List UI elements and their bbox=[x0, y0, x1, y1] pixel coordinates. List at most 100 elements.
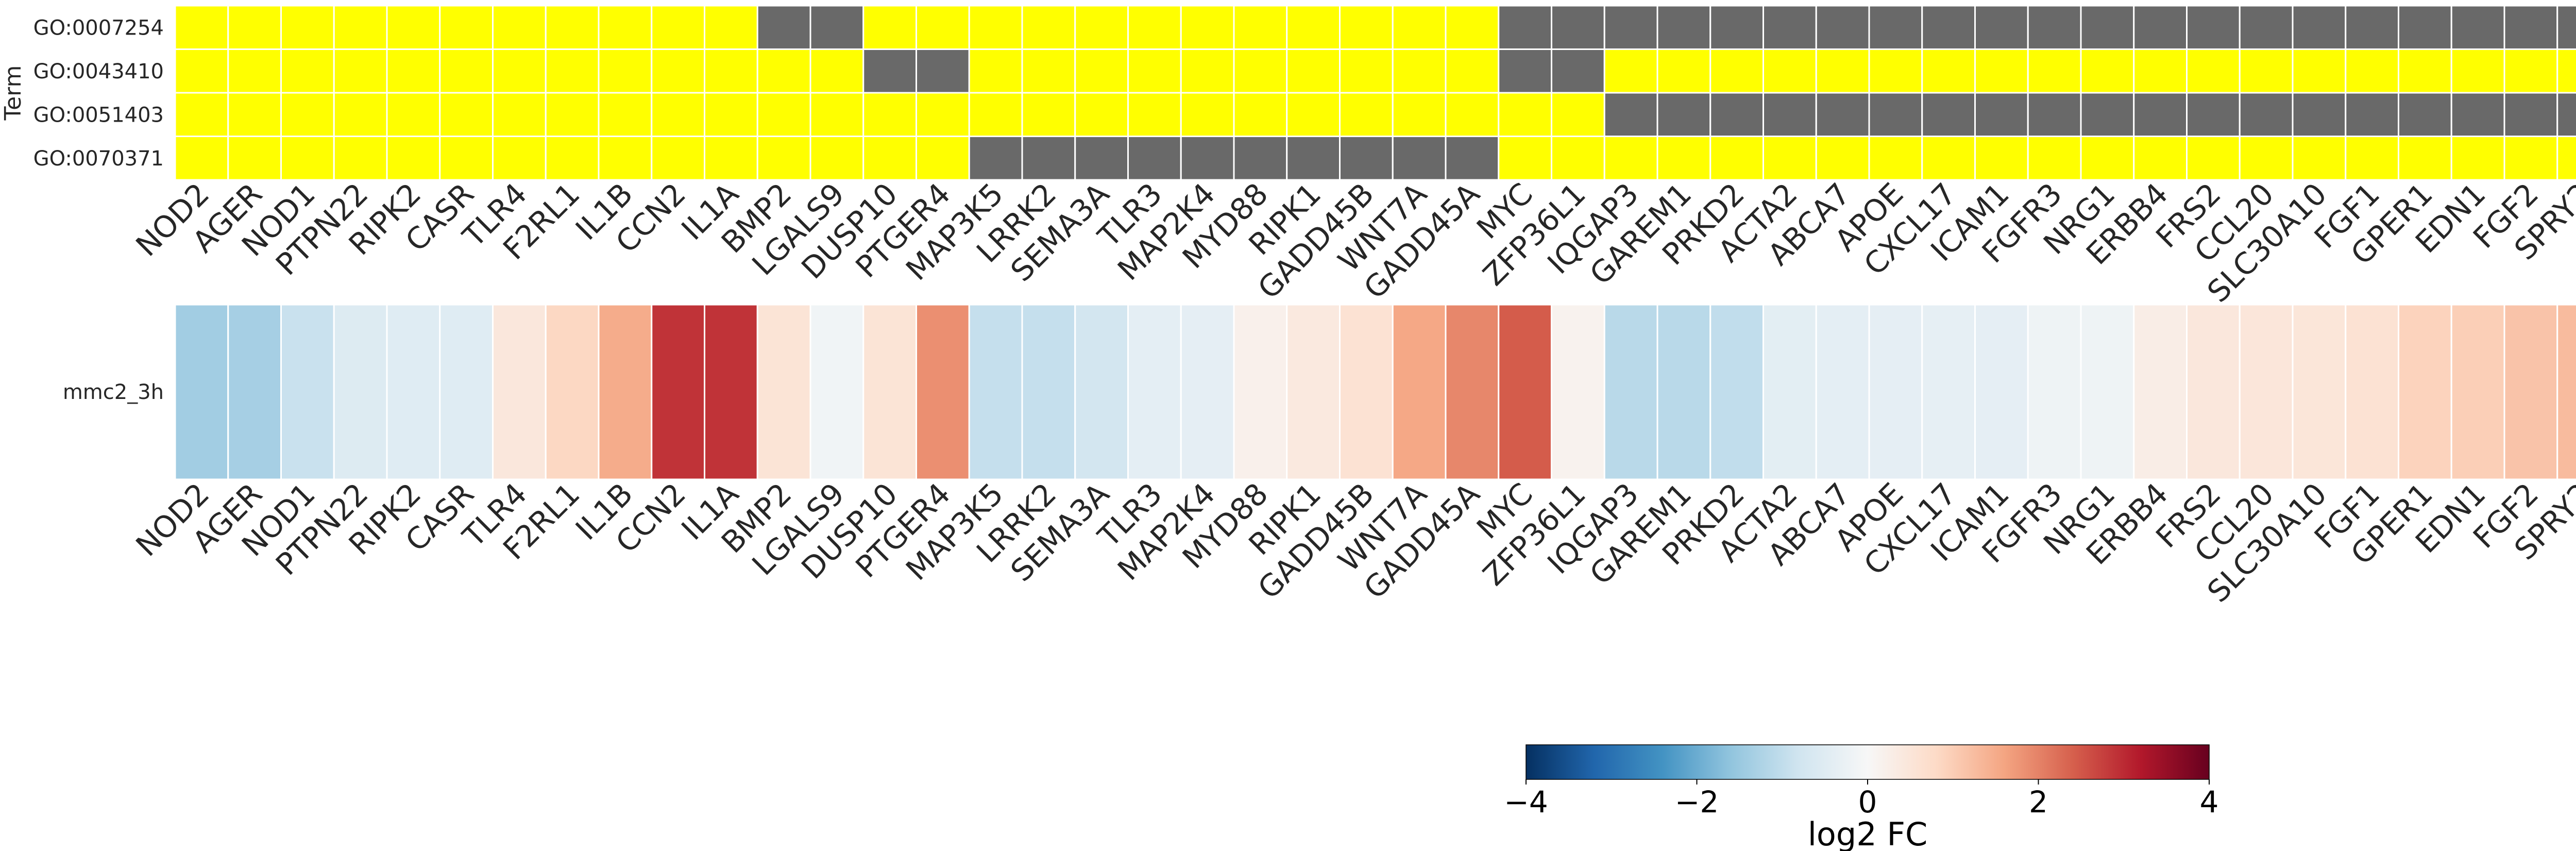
term-cell bbox=[598, 92, 653, 137]
row-label-mmc2-3h: mmc2_3h bbox=[63, 380, 164, 404]
term-cell bbox=[1709, 5, 1764, 50]
term-cell bbox=[1445, 48, 1500, 94]
term-cell bbox=[280, 92, 335, 137]
term-cell bbox=[227, 48, 282, 94]
colorbar-tick-label: −4 bbox=[1504, 785, 1548, 820]
log2fc-cell bbox=[1709, 304, 1764, 480]
term-cell bbox=[2186, 48, 2241, 94]
term-cell bbox=[1709, 92, 1764, 137]
term-cell bbox=[492, 92, 547, 137]
term-cell bbox=[1127, 92, 1182, 137]
term-cell bbox=[2186, 136, 2241, 181]
term-cell bbox=[1498, 136, 1552, 181]
colorbar-label: log2 FC bbox=[1808, 815, 1928, 851]
term-cell bbox=[2292, 48, 2347, 94]
log2fc-cell bbox=[333, 304, 388, 480]
term-cell bbox=[1921, 136, 1976, 181]
term-cell bbox=[1286, 5, 1341, 50]
log2fc-cell bbox=[1551, 304, 1605, 480]
term-cell bbox=[1180, 48, 1235, 94]
term-row-label: GO:0070371 bbox=[33, 147, 164, 171]
term-cell bbox=[1603, 48, 1658, 94]
log2fc-cell bbox=[1127, 304, 1182, 480]
term-cell bbox=[968, 5, 1023, 50]
log2fc-cell bbox=[2292, 304, 2347, 480]
term-cell bbox=[280, 136, 335, 181]
term-cell bbox=[545, 48, 600, 94]
log2fc-cell bbox=[2027, 304, 2082, 480]
term-cell bbox=[2186, 5, 2241, 50]
log2fc-cell bbox=[1603, 304, 1658, 480]
term-cell bbox=[1603, 5, 1658, 50]
term-cell bbox=[1233, 136, 1288, 181]
log2fc-cell bbox=[862, 304, 917, 480]
term-row-label: GO:0007254 bbox=[33, 16, 164, 40]
term-cell bbox=[1974, 5, 2029, 50]
term-cell bbox=[1127, 5, 1182, 50]
term-cell bbox=[1180, 5, 1235, 50]
term-cell bbox=[2239, 5, 2294, 50]
term-cell bbox=[2027, 92, 2082, 137]
term-cell bbox=[1498, 5, 1552, 50]
term-cell bbox=[1868, 48, 1923, 94]
colorbar-gradient bbox=[1526, 744, 2210, 780]
term-cell bbox=[174, 136, 229, 181]
term-cell bbox=[756, 48, 811, 94]
term-cell bbox=[2239, 92, 2294, 137]
term-cell bbox=[1603, 136, 1658, 181]
term-cell bbox=[1392, 5, 1447, 50]
log2fc-cell bbox=[968, 304, 1023, 480]
term-cell bbox=[704, 5, 758, 50]
log2fc-cell bbox=[1339, 304, 1394, 480]
term-cell bbox=[545, 136, 600, 181]
term-cell bbox=[598, 48, 653, 94]
term-cell bbox=[174, 92, 229, 137]
term-cell bbox=[809, 48, 865, 94]
term-cell bbox=[1233, 48, 1288, 94]
term-cell bbox=[1445, 5, 1500, 50]
term-cell bbox=[1021, 5, 1076, 50]
colorbar-ticks: −4 −2 0 2 4 bbox=[1504, 779, 2218, 820]
term-cell bbox=[333, 92, 388, 137]
term-cell bbox=[2292, 5, 2347, 50]
term-cell bbox=[1762, 92, 1817, 137]
term-cell bbox=[2292, 92, 2347, 137]
term-cell bbox=[2080, 136, 2135, 181]
log2fc-cell bbox=[2556, 304, 2576, 480]
log2fc-cell bbox=[916, 304, 970, 480]
log2fc-cell bbox=[1286, 304, 1341, 480]
term-cell bbox=[651, 92, 705, 137]
term-row-labels: GO:0007254 GO:0043410 GO:0051403 GO:0070371 bbox=[33, 16, 164, 171]
term-cell bbox=[2292, 136, 2347, 181]
term-cell bbox=[1815, 136, 1870, 181]
term-cell bbox=[1868, 92, 1923, 137]
bottom-gene-labels: NOD2AGERNOD1PTPN22RIPK2CASRTLR4F2RL1IL1B… bbox=[129, 476, 2576, 609]
term-cell bbox=[439, 136, 494, 181]
log2fc-cell bbox=[2133, 304, 2188, 480]
log2fc-cell bbox=[756, 304, 811, 480]
term-cell bbox=[439, 92, 494, 137]
term-cell bbox=[1445, 136, 1500, 181]
term-cell bbox=[545, 5, 600, 50]
term-cell bbox=[2345, 92, 2399, 137]
log2fc-cell bbox=[1498, 304, 1552, 480]
term-cell bbox=[386, 48, 441, 94]
term-cell bbox=[1127, 136, 1182, 181]
term-cell bbox=[2133, 48, 2188, 94]
term-cell bbox=[1656, 48, 1711, 94]
term-cell bbox=[756, 136, 811, 181]
term-cell bbox=[2080, 92, 2135, 137]
term-cell bbox=[2503, 136, 2558, 181]
term-cell bbox=[545, 92, 600, 137]
term-cell bbox=[1868, 136, 1923, 181]
term-cell bbox=[1921, 5, 1976, 50]
term-cell bbox=[1074, 92, 1129, 137]
term-cell bbox=[2239, 136, 2294, 181]
term-cell bbox=[916, 136, 970, 181]
term-cell bbox=[280, 5, 335, 50]
term-cell bbox=[2398, 48, 2452, 94]
term-cell bbox=[386, 5, 441, 50]
term-cell bbox=[1498, 92, 1552, 137]
term-cell bbox=[1339, 92, 1394, 137]
log2fc-cell bbox=[1392, 304, 1447, 480]
